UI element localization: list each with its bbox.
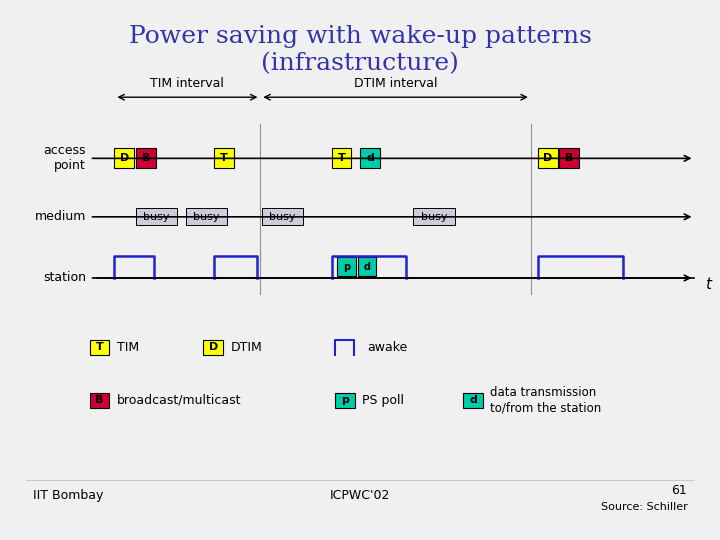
Text: TIM: TIM bbox=[117, 341, 139, 354]
Text: awake: awake bbox=[367, 341, 408, 354]
FancyBboxPatch shape bbox=[186, 208, 227, 225]
Text: p: p bbox=[341, 395, 349, 405]
Text: station: station bbox=[43, 272, 86, 285]
Text: broadcast/multicast: broadcast/multicast bbox=[117, 394, 241, 407]
Text: t: t bbox=[705, 277, 711, 292]
Text: Source: Schiller: Source: Schiller bbox=[600, 502, 688, 511]
Text: 61: 61 bbox=[672, 484, 688, 497]
Text: B: B bbox=[95, 395, 104, 405]
FancyBboxPatch shape bbox=[358, 257, 377, 276]
Text: access
point: access point bbox=[43, 144, 86, 172]
FancyBboxPatch shape bbox=[538, 148, 558, 168]
Text: D: D bbox=[209, 342, 218, 352]
Text: Power saving with wake-up patterns: Power saving with wake-up patterns bbox=[129, 25, 591, 49]
FancyBboxPatch shape bbox=[262, 208, 303, 225]
Text: IIT Bombay: IIT Bombay bbox=[32, 489, 103, 502]
Text: T: T bbox=[96, 342, 104, 352]
FancyBboxPatch shape bbox=[136, 208, 177, 225]
Text: D: D bbox=[120, 153, 129, 163]
Text: ICPWC'02: ICPWC'02 bbox=[330, 489, 390, 502]
FancyBboxPatch shape bbox=[114, 148, 135, 168]
Text: DTIM interval: DTIM interval bbox=[354, 77, 437, 90]
FancyBboxPatch shape bbox=[136, 148, 156, 168]
FancyBboxPatch shape bbox=[337, 257, 356, 276]
Text: d: d bbox=[364, 262, 371, 272]
Text: PS poll: PS poll bbox=[362, 394, 404, 407]
Text: busy: busy bbox=[420, 212, 447, 222]
Text: T: T bbox=[220, 153, 228, 163]
FancyBboxPatch shape bbox=[559, 148, 579, 168]
FancyBboxPatch shape bbox=[335, 393, 355, 408]
Text: T: T bbox=[338, 153, 346, 163]
FancyBboxPatch shape bbox=[360, 148, 380, 168]
Text: d: d bbox=[366, 153, 374, 163]
Text: data transmission
to/from the station: data transmission to/from the station bbox=[490, 386, 601, 415]
FancyBboxPatch shape bbox=[214, 148, 234, 168]
FancyBboxPatch shape bbox=[204, 340, 223, 355]
Text: (infrastructure): (infrastructure) bbox=[261, 52, 459, 75]
Text: DTIM: DTIM bbox=[230, 341, 262, 354]
FancyBboxPatch shape bbox=[89, 340, 109, 355]
Text: TIM interval: TIM interval bbox=[150, 77, 225, 90]
Text: busy: busy bbox=[193, 212, 220, 222]
Text: busy: busy bbox=[143, 212, 170, 222]
Text: D: D bbox=[544, 153, 552, 163]
Text: medium: medium bbox=[35, 211, 86, 224]
FancyBboxPatch shape bbox=[331, 148, 351, 168]
Text: busy: busy bbox=[269, 212, 296, 222]
Text: p: p bbox=[343, 262, 350, 272]
FancyBboxPatch shape bbox=[413, 208, 454, 225]
FancyBboxPatch shape bbox=[463, 393, 483, 408]
FancyBboxPatch shape bbox=[89, 393, 109, 408]
Text: B: B bbox=[142, 153, 150, 163]
Text: B: B bbox=[565, 153, 573, 163]
Text: d: d bbox=[469, 395, 477, 405]
